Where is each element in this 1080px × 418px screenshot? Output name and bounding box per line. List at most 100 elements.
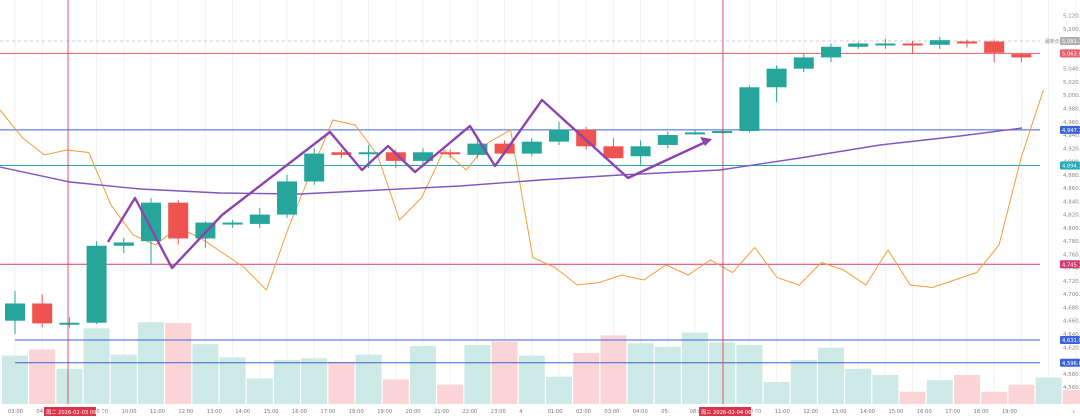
candle-body	[141, 202, 161, 242]
price-tick: 5,040.00	[1063, 67, 1080, 73]
price-tick: 4,980.00	[1063, 106, 1080, 112]
price-tick: 4,940.00	[1063, 133, 1080, 139]
arrow-head	[700, 137, 712, 146]
time-tick: 02:00	[576, 409, 591, 415]
candle-body	[929, 40, 950, 45]
price-tag-bg	[1060, 260, 1080, 269]
volume-bar	[981, 391, 1008, 404]
time-tick: 21:00	[434, 409, 449, 415]
time-axis: 03:00 04: 08:00 09:00 10:00 11:00 12:00 13:00 14…	[8, 407, 1017, 416]
moving-average-line	[0, 127, 1023, 195]
candle-body	[739, 87, 760, 132]
volume-bar	[491, 341, 518, 404]
price-tag-label: 5,081.71	[1062, 39, 1080, 45]
time-tick: 20:00	[406, 409, 421, 415]
price-tag-label: 4,631.00	[1062, 338, 1080, 344]
candle-body	[277, 181, 297, 215]
price-tick: 5,120.00	[1063, 14, 1080, 20]
candle-body	[440, 152, 461, 155]
time-tick: 15:00	[264, 409, 279, 415]
price-tick: 5,020.00	[1063, 80, 1080, 86]
price-tick: 4,840.00	[1063, 199, 1080, 205]
time-tick: 05:	[661, 409, 670, 415]
candle-body	[358, 152, 379, 155]
price-tick: 4,760.00	[1063, 252, 1080, 258]
volume-bar	[382, 379, 409, 404]
time-tick: 04:00	[633, 409, 648, 415]
price-tick: 4,800.00	[1063, 226, 1080, 232]
candles	[5, 36, 1032, 334]
price-tick: 4,680.00	[1063, 305, 1080, 311]
candle-body	[59, 322, 80, 325]
volume-bar	[654, 346, 681, 404]
candle-body	[86, 245, 107, 323]
volume-bar	[246, 378, 273, 404]
price-tick: 5,100.00	[1063, 27, 1080, 33]
candle-body	[821, 46, 841, 58]
date-tag-label: 周二 2026-02-03 09:00	[46, 409, 105, 416]
time-tick: 11:00	[150, 409, 165, 415]
price-tick: 4,780.00	[1063, 239, 1080, 245]
price-tag-label: 4,894.10	[1062, 163, 1080, 169]
horizontal-levels	[0, 40, 1040, 364]
volume-bar	[410, 345, 436, 404]
time-tick: 16:00	[917, 409, 932, 415]
time-tick: 17:00	[945, 409, 960, 415]
candle-body	[467, 143, 488, 155]
price-tick: 4,960.00	[1063, 120, 1080, 126]
candle-body	[685, 132, 705, 135]
candle-body	[576, 129, 597, 147]
time-tick: 14:00	[860, 409, 875, 415]
time-tick: 16:00	[292, 409, 307, 415]
latest-price-label: 最新价	[1045, 38, 1060, 45]
price-tag-label: 5,063.07	[1062, 51, 1080, 57]
volume-bar	[790, 360, 817, 404]
candle-body	[385, 152, 406, 161]
price-tick: 4,820.00	[1063, 213, 1080, 219]
candle-body	[875, 43, 896, 46]
time-tick: 22:00	[462, 409, 477, 415]
time-tick: 12:00	[178, 409, 193, 415]
volume-bar	[56, 368, 83, 404]
candle-body	[521, 141, 542, 154]
zigzag-annotation	[106, 98, 712, 270]
volume-bar	[736, 345, 763, 404]
volume-bar	[709, 342, 736, 404]
time-tick: 11:00	[775, 409, 790, 415]
candle-body	[168, 202, 189, 239]
candle-body	[630, 146, 651, 157]
volume-bar	[954, 374, 980, 404]
time-tick: 17:00	[320, 409, 335, 415]
crosshair-lines	[67, 0, 724, 404]
volume-bar	[355, 354, 382, 404]
volume-bar	[1062, 389, 1080, 404]
volume-bar	[1008, 384, 1035, 404]
time-tick: 23:00	[491, 409, 506, 415]
time-tick: 01:00	[548, 409, 563, 415]
price-tag-bg	[1060, 37, 1080, 46]
time-tick: 18:00	[349, 409, 364, 415]
volume-bar	[274, 360, 300, 404]
candle-body	[603, 146, 624, 159]
candle-body	[413, 152, 433, 161]
price-tick: 4,740.00	[1063, 266, 1080, 272]
candle-body	[32, 303, 53, 324]
volume-bar	[872, 374, 899, 404]
candle-body	[113, 242, 134, 246]
price-tag-bg	[1060, 358, 1080, 367]
price-tag-label: 4,596.60	[1062, 361, 1080, 367]
price-tag-bg	[1060, 49, 1080, 58]
volume-bar	[219, 357, 246, 404]
volume-bar	[627, 343, 654, 404]
candle-body	[902, 43, 923, 46]
price-tick: 4,660.00	[1063, 319, 1080, 325]
volume-bar	[845, 368, 872, 404]
candle-body	[249, 214, 270, 224]
volume-bar	[682, 332, 708, 404]
collapse-icon[interactable]: ‹	[1072, 407, 1075, 416]
volume-bar	[328, 361, 355, 404]
volume-bar	[437, 384, 464, 404]
price-tag-label: 4,947.76	[1062, 128, 1080, 134]
ma-path	[0, 127, 1023, 195]
